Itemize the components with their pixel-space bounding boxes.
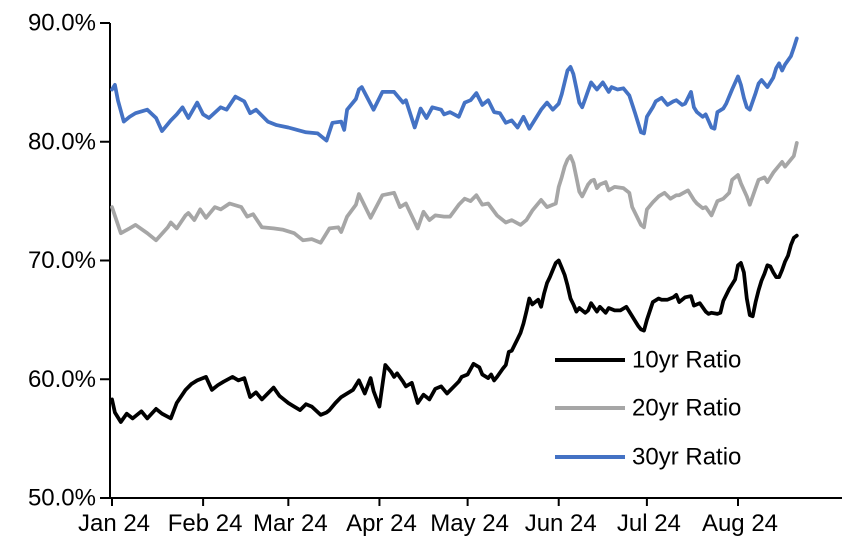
y-tick-label: 50.0% — [28, 485, 96, 512]
legend-item-10yr-ratio: 10yr Ratio — [555, 347, 741, 374]
legend-label: 10yr Ratio — [632, 347, 741, 374]
y-tick-label: 70.0% — [28, 247, 96, 274]
x-tick-label: Jun 24 — [525, 510, 597, 537]
axis-ticks — [100, 22, 739, 506]
x-tick-label: Aug 24 — [702, 510, 778, 537]
x-tick-label: Jul 24 — [617, 510, 681, 537]
legend-item-20yr-ratio: 20yr Ratio — [555, 395, 741, 422]
x-tick-label: Feb 24 — [168, 510, 243, 537]
legend-item-30yr-ratio: 30yr Ratio — [555, 444, 741, 471]
legend: 10yr Ratio 20yr Ratio 30yr Ratio — [555, 347, 741, 471]
series-line-20yr-ratio — [110, 141, 799, 245]
x-tick-label: Apr 24 — [346, 510, 417, 537]
x-tick-label: May 24 — [430, 510, 509, 537]
series-line-30yr-ratio — [110, 36, 799, 143]
series-line-10yr-ratio — [110, 233, 799, 424]
axis-labels: 50.0% 60.0% 70.0% 80.0% 90.0% Jan 24 Feb 24 Mar… — [28, 10, 778, 538]
y-tick-label: 80.0% — [28, 128, 96, 155]
x-tick-label: Mar 24 — [253, 510, 328, 537]
series-lines — [110, 36, 799, 424]
legend-label: 20yr Ratio — [632, 395, 741, 422]
y-tick-label: 60.0% — [28, 366, 96, 393]
x-tick-label: Jan 24 — [78, 510, 150, 537]
legend-label: 30yr Ratio — [632, 444, 741, 471]
y-tick-label: 90.0% — [28, 10, 96, 37]
